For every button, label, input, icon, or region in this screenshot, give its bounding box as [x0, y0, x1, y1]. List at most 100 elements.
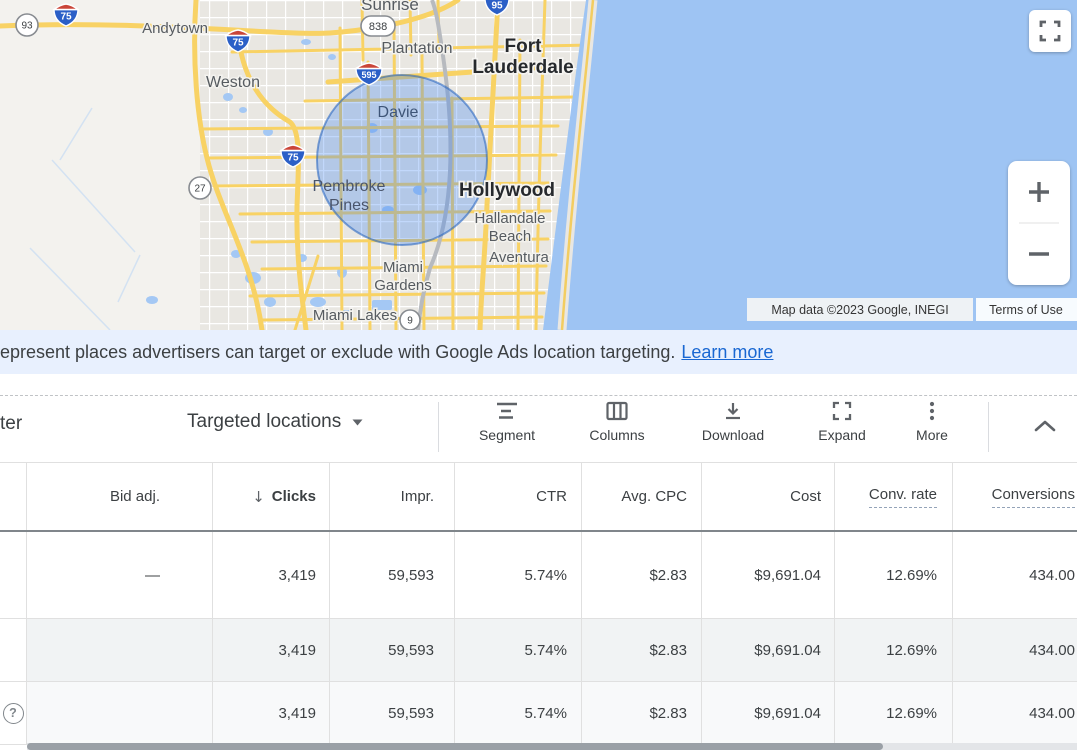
label-davie: Davie [378, 104, 419, 121]
column-header-cost[interactable]: Cost [702, 463, 835, 530]
table-header-row: Bid adj. ↓ Clicks Impr. CTR Avg. CPC Cos… [0, 462, 1077, 532]
svg-text:75: 75 [287, 153, 299, 164]
label-aventura: Aventura [489, 249, 549, 266]
label-andytown: Andytown [142, 20, 208, 37]
column-header-ctr[interactable]: CTR [455, 463, 582, 530]
label-miami-gardens: Miami [383, 259, 423, 276]
road-i95 [477, 0, 501, 330]
chevron-up-icon [1034, 420, 1056, 432]
label-miami-gardens: Gardens [374, 277, 432, 294]
cell-conv-rate: 12.69% [835, 682, 953, 744]
columns-icon [606, 401, 628, 421]
label-weston: Weston [206, 74, 260, 91]
road-turnpike [416, 0, 453, 330]
column-header-conv-rate[interactable]: Conv. rate [835, 463, 953, 530]
toolbar-divider [988, 402, 989, 452]
segment-button[interactable]: Segment [461, 401, 553, 443]
column-header-bid-adj[interactable]: Bid adj. [27, 463, 213, 530]
download-icon [726, 403, 740, 420]
svg-text:75: 75 [60, 12, 72, 23]
terms-of-use-link[interactable]: Terms of Use [989, 303, 1063, 317]
horizontal-scrollbar-track[interactable] [27, 743, 1077, 750]
download-button[interactable]: Download [687, 401, 779, 443]
summary-row: ? 3,419 59,593 5.74% $2.83 $9,691.04 12.… [0, 682, 1077, 745]
columns-button[interactable]: Columns [571, 401, 663, 443]
cell-clicks: 3,419 [213, 532, 330, 618]
cell-ctr: 5.74% [455, 619, 582, 681]
map-canals [29, 107, 141, 330]
cell-conversions: 434.00 [1029, 704, 1075, 722]
column-header-avg-cpc[interactable]: Avg. CPC [582, 463, 702, 530]
road-a1a [560, 0, 595, 330]
cell-bid-adj [27, 682, 213, 744]
zoom-in-icon[interactable] [1029, 182, 1049, 202]
view-selector-label: Targeted locations [187, 411, 342, 432]
i95-shield: 95 [484, 0, 510, 16]
cell-bid-adj: — [27, 532, 213, 618]
column-header-clicks-sorted[interactable]: ↓ Clicks [213, 463, 330, 530]
label-plantation: Plantation [381, 40, 452, 57]
svg-text:595: 595 [361, 70, 376, 80]
cell-avg-cpc: $2.83 [582, 682, 702, 744]
column-header-impr[interactable]: Impr. [330, 463, 455, 530]
cell-clicks: 3,419 [213, 619, 330, 681]
location-targeting-notice: epresent places advertisers can target o… [0, 330, 1077, 374]
us-27-shield: 27 [188, 176, 212, 200]
cell-ctr: 5.74% [455, 682, 582, 744]
row-left-stub: ? [0, 682, 27, 744]
label-pembroke-pines: Pines [329, 197, 369, 214]
route-9-shield: 9 [399, 309, 421, 330]
notice-text: epresent places advertisers can target o… [0, 341, 676, 362]
cell-impr: 59,593 [330, 532, 455, 618]
cell-avg-cpc: $2.83 [582, 619, 702, 681]
more-vert-icon [929, 401, 935, 421]
label-sunrise: Sunrise [361, 0, 419, 14]
cell-cost: $9,691.04 [702, 682, 835, 744]
terms-bg [976, 298, 1077, 321]
cell-conv-rate: 12.69% [835, 619, 953, 681]
svg-text:27: 27 [194, 184, 206, 195]
toolbar-divider [438, 402, 439, 452]
cell-clicks: 3,419 [213, 682, 330, 744]
cell-impr: 59,593 [330, 682, 455, 744]
label-pembroke-pines: Pembroke [313, 178, 386, 195]
map[interactable]: 75 75 75 595 95 [0, 0, 1077, 330]
route-838-shield: 838 [360, 15, 396, 37]
map-street-grid [200, 0, 600, 330]
cell-ctr: 5.74% [455, 532, 582, 618]
horizontal-scrollbar-thumb[interactable] [27, 743, 883, 750]
highway-shields: 75 75 75 595 95 [15, 0, 510, 330]
expand-button[interactable]: Expand [796, 401, 888, 443]
i75-shield: 75 [278, 144, 308, 168]
row-left-stub [0, 619, 27, 681]
targeted-locations-dropdown[interactable]: Targeted locations [187, 411, 363, 433]
label-miami-lakes: Miami Lakes [313, 307, 397, 324]
help-icon[interactable]: ? [2, 702, 24, 724]
column-header-conversions[interactable]: Conversions [953, 463, 1077, 530]
fullscreen-icon [1039, 20, 1061, 42]
svg-text:95: 95 [491, 1, 503, 12]
learn-more-link[interactable]: Learn more [681, 341, 774, 362]
collapse-table-button[interactable] [1027, 408, 1063, 444]
header-left-stub [0, 463, 27, 530]
road-us27 [192, 0, 265, 330]
filter-label-fragment[interactable]: ter [0, 413, 23, 434]
i75-shield: 75 [223, 29, 253, 53]
more-button[interactable]: More [886, 401, 978, 443]
table-toolbar: ter Targeted locations Segment Columns D… [0, 395, 1077, 463]
table-row: — 3,419 59,593 5.74% $2.83 $9,691.04 12.… [0, 532, 1077, 619]
row-left-stub [0, 532, 27, 618]
attribution-bg [747, 298, 973, 321]
chevron-down-icon [352, 419, 363, 425]
fullscreen-button[interactable] [1029, 10, 1071, 52]
cell-avg-cpc: $2.83 [582, 532, 702, 618]
map-data-attribution: Map data ©2023 Google, INEGI [771, 303, 948, 317]
expand-icon [832, 401, 852, 421]
label-hallandale-beach: Hallandale [475, 210, 546, 227]
svg-text:838: 838 [369, 21, 387, 33]
cell-conv-rate: 12.69% [835, 532, 953, 618]
cell-cost: $9,691.04 [702, 619, 835, 681]
label-fort-lauderdale: Fort [505, 36, 543, 57]
svg-text:9: 9 [407, 316, 413, 327]
